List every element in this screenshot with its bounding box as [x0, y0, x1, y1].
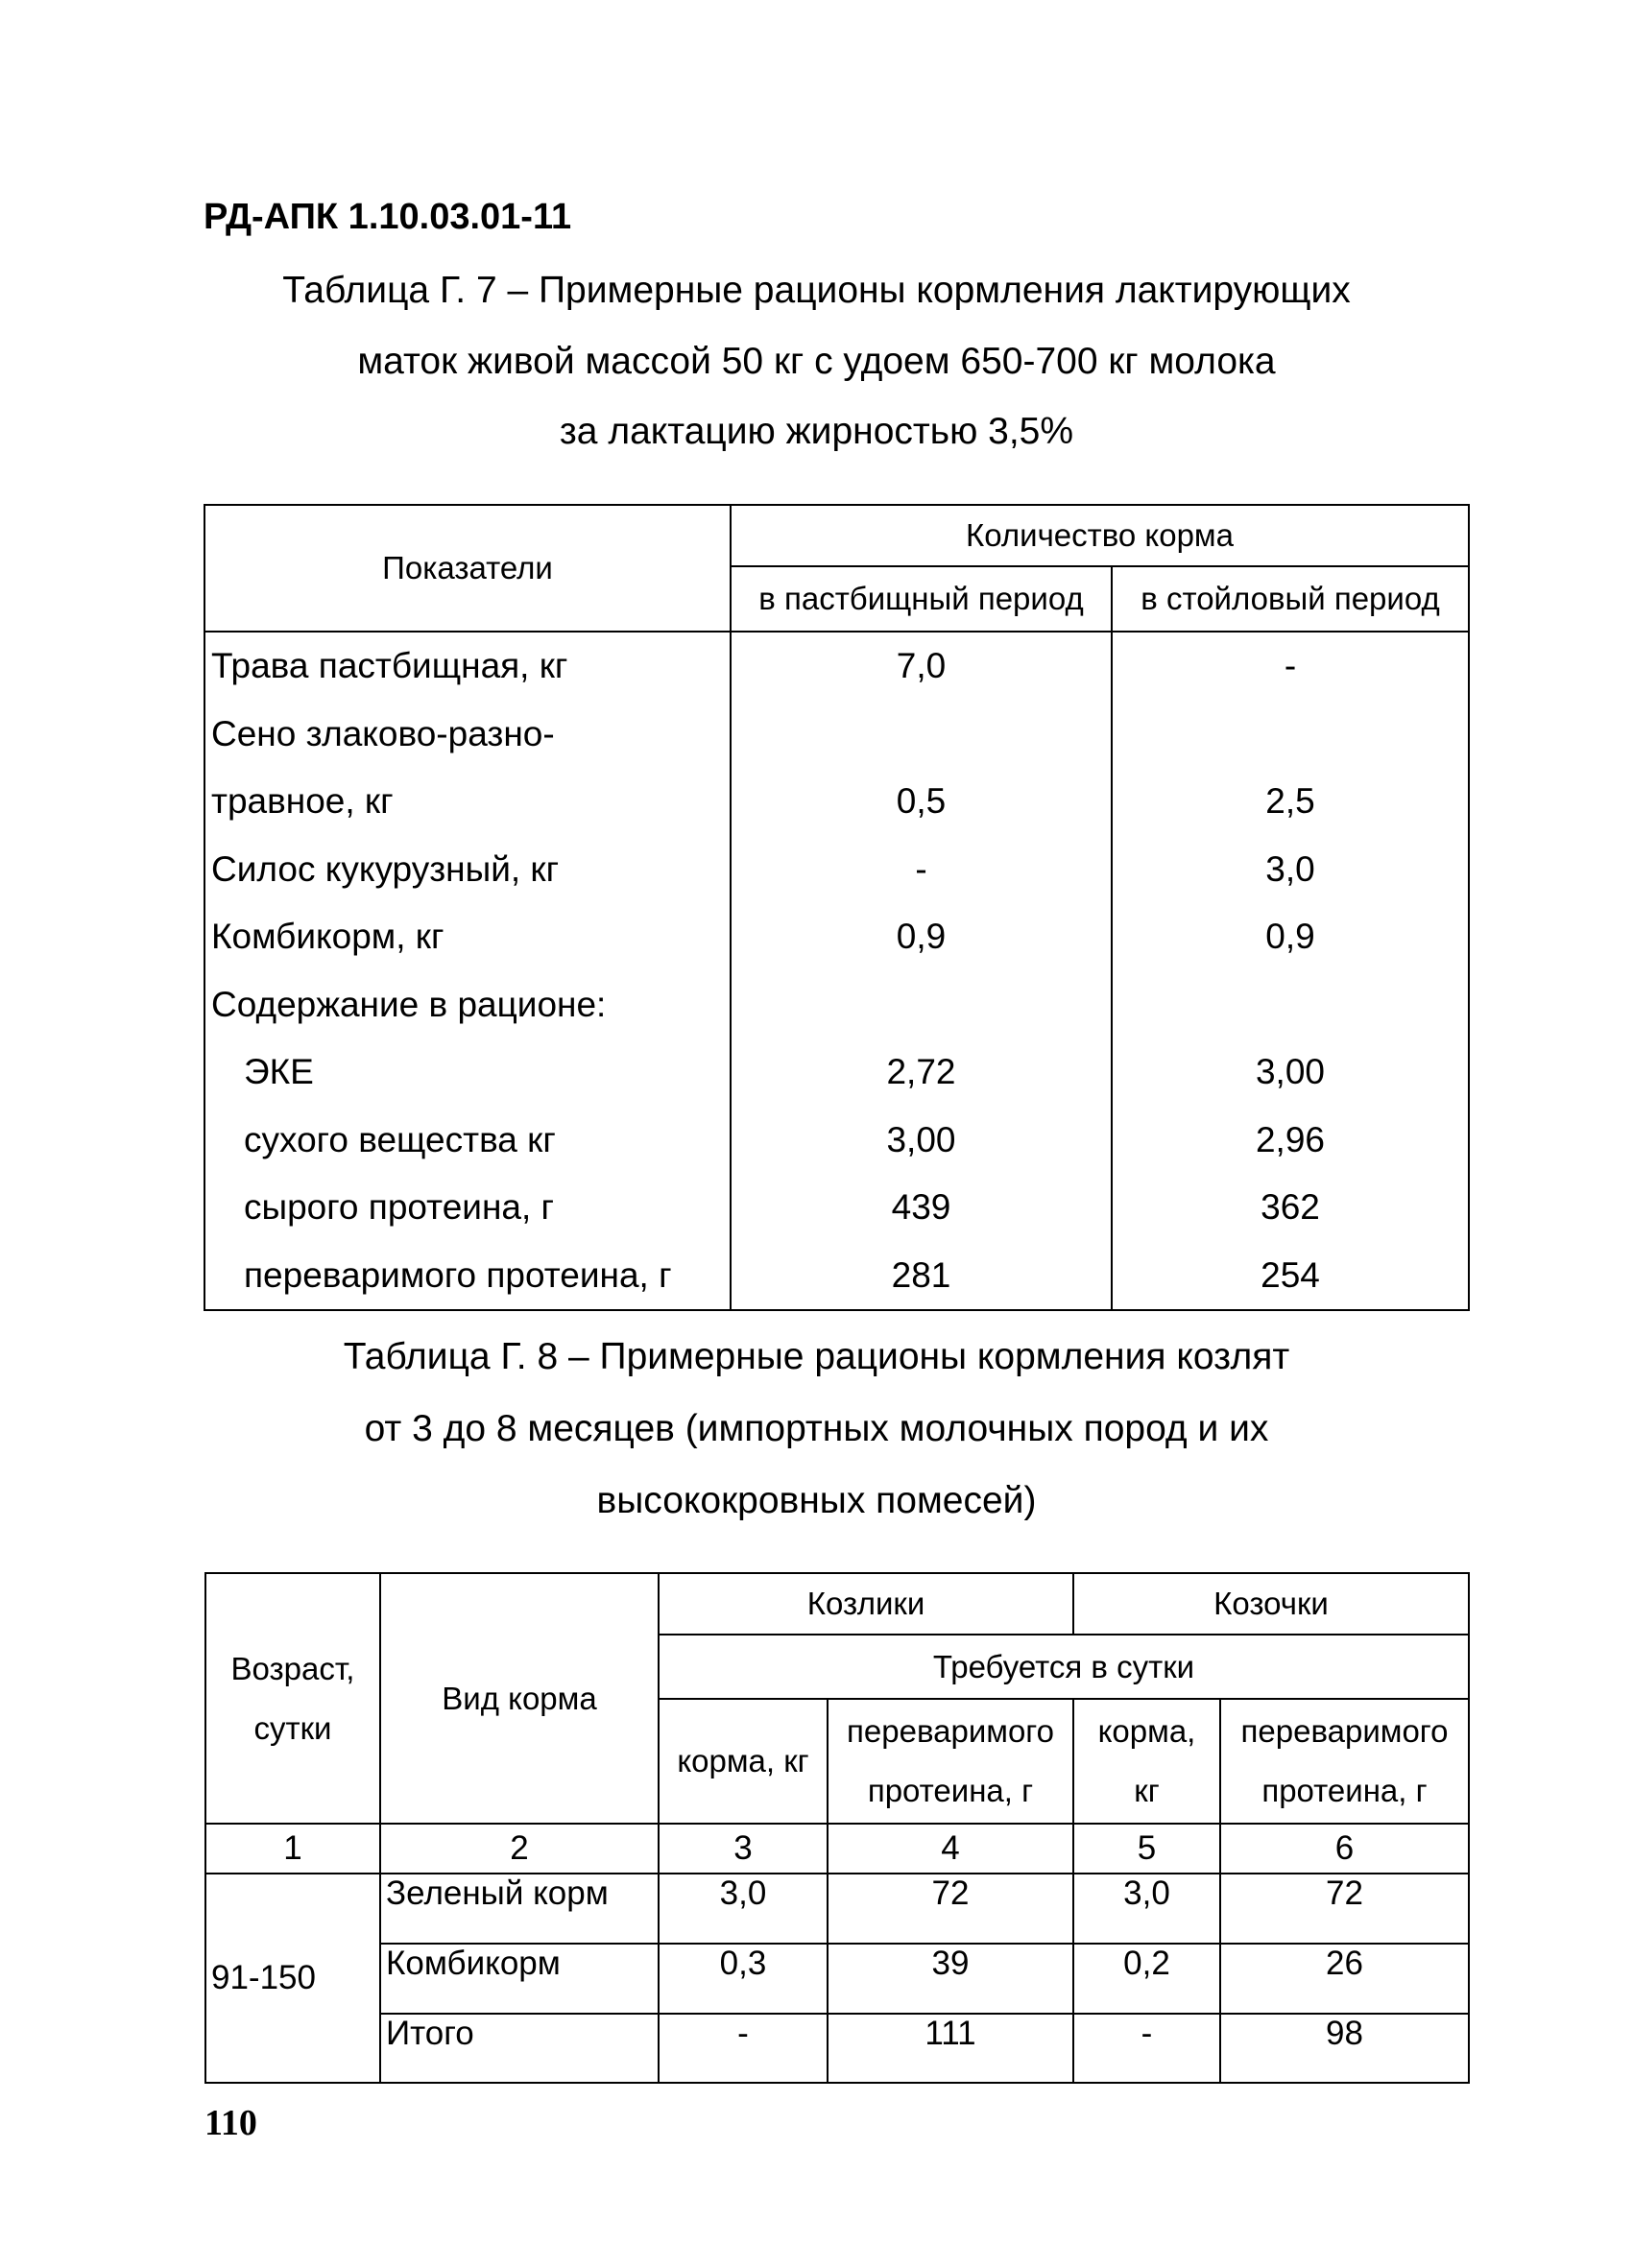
column-numbers-row: 1 2 3 4 5 6	[204, 1823, 1471, 1874]
row-label: Комбикорм, кг	[204, 903, 732, 971]
pasture-value	[730, 970, 1113, 1039]
feed-name: Комбикорм	[379, 1943, 660, 2015]
table-row: 91-150 Зеленый корм 3,0 72 3,0 72	[204, 1873, 1471, 2084]
row-label: переваримого протеина, г	[204, 1241, 732, 1309]
header-digestible-protein-2: переваримого протеина, г	[1218, 1698, 1471, 1825]
stall-value: 3,00	[1111, 1039, 1470, 1107]
row-label: травное, кг	[204, 768, 732, 836]
cell-value: 26	[1218, 1943, 1471, 2015]
page-number: 110	[204, 2103, 257, 2143]
table-g7: Показатели Количество корма в пастбищный…	[204, 504, 1470, 1311]
table-row: сырого протеина, г 439 362	[204, 1174, 1470, 1242]
stall-value: 0,9	[1111, 903, 1470, 971]
table-row: Трава пастбищная, кг 7,0-	[204, 632, 1470, 701]
header-feed-kg-2: корма, кг	[1072, 1698, 1221, 1825]
header-required-per-day: Требуется в сутки	[657, 1634, 1471, 1700]
header-males: Козлики	[658, 1572, 1074, 1635]
table-row: переваримого протеина, г 281 254	[204, 1241, 1470, 1309]
cell-value: 0,2	[1072, 1943, 1221, 2015]
table-row: Комбикорм, кг 0,9 0,9	[204, 903, 1470, 971]
row-label: сырого протеина, г	[204, 1174, 732, 1242]
header-digestible-protein: переваримого протеина, г	[827, 1698, 1074, 1825]
table-row: Содержание в рационе:	[204, 970, 1470, 1039]
column-number: 1	[204, 1823, 381, 1874]
stall-value: 3,0	[1111, 835, 1470, 903]
row-label: сухого вещества кг	[204, 1106, 732, 1174]
header-age: Возраст, сутки	[204, 1572, 381, 1825]
cell-value: 72	[1218, 1873, 1471, 1945]
cell-value: 111	[827, 2013, 1074, 2084]
pasture-value: 281	[730, 1241, 1113, 1309]
header-feed-type: Вид корма	[379, 1572, 660, 1825]
header-stall-period: в стойловый период	[1111, 565, 1470, 633]
pasture-value: -	[730, 835, 1113, 903]
header-feed-kg: корма, кг	[658, 1698, 829, 1825]
caption-line: за лактацию жирностью 3,5%	[559, 411, 1074, 452]
document-code: РД-АПК 1.10.03.01-11	[204, 197, 572, 237]
caption-line: маток живой массой 50 кг с удоем 650-700…	[357, 341, 1276, 382]
header-pasture-period: в пастбищный период	[730, 565, 1113, 633]
row-label: ЭКЕ	[204, 1039, 732, 1107]
caption-line: Таблица Г. 8 – Примерные рационы кормлен…	[343, 1336, 1290, 1377]
stall-value: 362	[1111, 1174, 1470, 1242]
table-row: Сено злаково-разно-	[204, 700, 1470, 768]
header-indicators: Показатели	[204, 504, 732, 633]
cell-value: -	[1072, 2013, 1221, 2084]
stall-value: -	[1111, 632, 1470, 701]
pasture-value: 0,5	[730, 768, 1113, 836]
header-females: Козочки	[1071, 1572, 1471, 1635]
caption-line: от 3 до 8 месяцев (импортных молочных по…	[364, 1408, 1269, 1449]
pasture-value: 2,72	[730, 1039, 1113, 1107]
table-row: ЭКЕ 2,72 3,00	[204, 1039, 1470, 1107]
cell-value: 3,0	[658, 1873, 829, 1945]
row-label: Трава пастбищная, кг	[204, 632, 732, 701]
caption-line: Таблица Г. 7 – Примерные рационы кормлен…	[282, 270, 1351, 311]
row-label: Силос кукурузный, кг	[204, 835, 732, 903]
age-group: 91-150	[204, 1873, 381, 2084]
pasture-value: 3,00	[730, 1106, 1113, 1174]
column-number: 4	[827, 1823, 1074, 1874]
table-row: Итого - 111 - 98	[205, 2013, 1471, 2084]
column-number: 5	[1072, 1823, 1221, 1874]
table-row: сухого вещества кг 3,00 2,96	[204, 1106, 1470, 1174]
cell-value: -	[658, 2013, 829, 2084]
row-label: Содержание в рационе:	[204, 970, 732, 1039]
header-feed-quantity: Количество корма	[730, 504, 1470, 567]
table-row: травное, кг 0,5 2,5	[204, 768, 1470, 836]
pasture-value	[730, 700, 1113, 768]
pasture-value: 0,9	[730, 903, 1113, 971]
pasture-value: 439	[730, 1174, 1113, 1242]
pasture-value: 7,0	[730, 632, 1113, 701]
column-number: 3	[658, 1823, 829, 1874]
cell-value: 0,3	[658, 1943, 829, 2015]
cell-value: 39	[827, 1943, 1074, 2015]
stall-value	[1111, 700, 1470, 768]
column-number: 6	[1218, 1823, 1471, 1874]
row-label: Сено злаково-разно-	[204, 700, 732, 768]
stall-value	[1111, 970, 1470, 1039]
stall-value: 2,96	[1111, 1106, 1470, 1174]
table-g8: Возраст, сутки Вид корма Козлики Козочки …	[204, 1572, 1471, 2084]
feed-name: Зеленый корм	[379, 1873, 660, 1945]
feed-name: Итого	[379, 2013, 660, 2084]
cell-value: 72	[827, 1873, 1074, 1945]
cell-value: 98	[1218, 2013, 1471, 2084]
stall-value: 254	[1111, 1241, 1470, 1309]
caption-line: высококровных помесей)	[596, 1480, 1037, 1521]
table-row: Комбикорм 0,3 39 0,2 26	[205, 1943, 1471, 2015]
table-row: Силос кукурузный, кг -3,0	[204, 835, 1470, 903]
stall-value: 2,5	[1111, 768, 1470, 836]
cell-value: 3,0	[1072, 1873, 1221, 1945]
column-number: 2	[379, 1823, 660, 1874]
